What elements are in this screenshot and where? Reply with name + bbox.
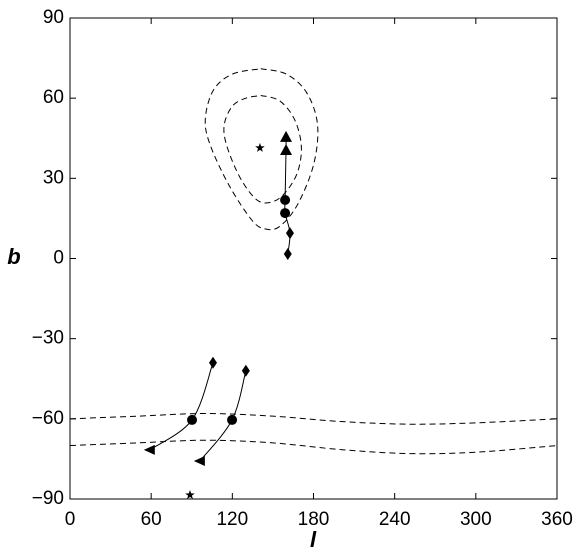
marker-diamond bbox=[285, 227, 294, 240]
curve bbox=[69, 412, 558, 425]
plot-frame bbox=[69, 17, 558, 500]
marker-triangle-up bbox=[280, 144, 293, 156]
x-tick-label: 120 bbox=[216, 509, 248, 530]
marker-star bbox=[185, 489, 195, 500]
y-tick-label: 30 bbox=[43, 167, 64, 188]
marker-circle bbox=[227, 414, 238, 425]
curve bbox=[223, 95, 302, 204]
marker-diamond bbox=[283, 247, 292, 260]
x-tick-label: 60 bbox=[141, 509, 162, 530]
marker-diamond bbox=[241, 364, 250, 377]
x-tick-label: 0 bbox=[65, 509, 76, 530]
marker-triangle-left bbox=[193, 456, 205, 467]
x-tick-label: 360 bbox=[541, 509, 573, 530]
x-axis-label: l bbox=[310, 527, 317, 552]
y-axis-label: b bbox=[7, 244, 20, 269]
x-tick-label: 180 bbox=[298, 509, 330, 530]
y-tick-label: 90 bbox=[43, 7, 64, 28]
curve bbox=[69, 439, 558, 455]
y-tick-label: −30 bbox=[32, 328, 64, 349]
x-tick-label: 300 bbox=[460, 509, 492, 530]
y-tick-label: 60 bbox=[43, 87, 64, 108]
y-tick-label: −90 bbox=[32, 488, 64, 509]
x-tick-label: 240 bbox=[379, 509, 411, 530]
marker-circle bbox=[280, 194, 291, 205]
marker-triangle-up bbox=[280, 130, 293, 142]
curve bbox=[204, 68, 319, 231]
marker-star bbox=[255, 142, 265, 152]
y-tick-label: −60 bbox=[32, 408, 64, 429]
y-tick-label: 0 bbox=[53, 248, 64, 269]
curve bbox=[149, 362, 214, 451]
marker-triangle-left bbox=[143, 444, 155, 455]
marker-diamond bbox=[208, 356, 217, 369]
marker-circle bbox=[187, 414, 198, 425]
marker-circle bbox=[280, 208, 291, 219]
